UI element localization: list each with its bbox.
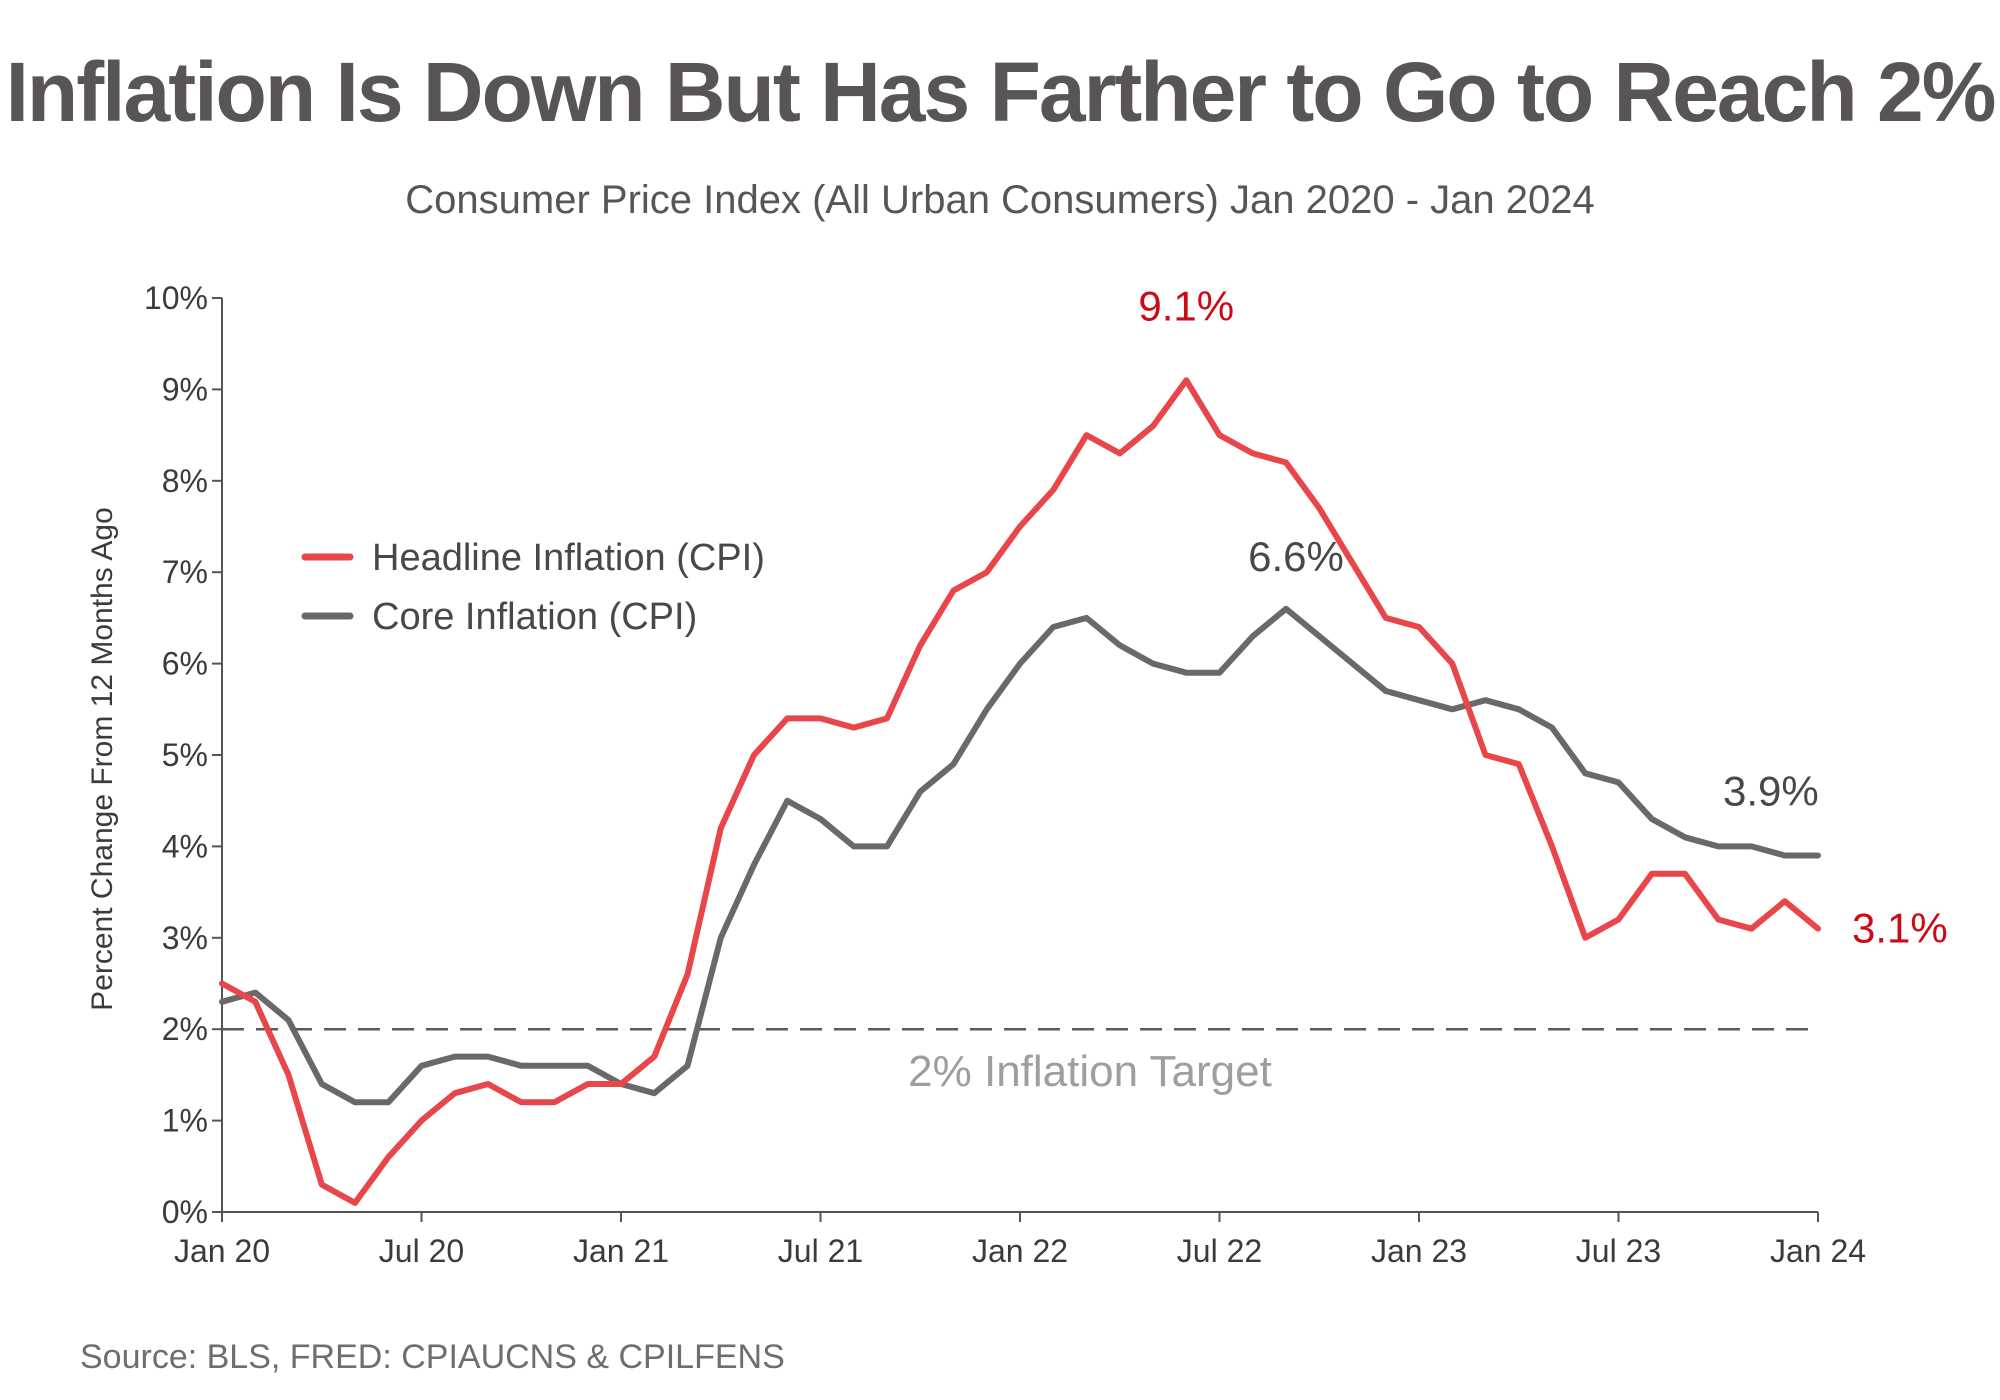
x-tick-label: Jan 23	[1371, 1233, 1467, 1269]
series-lines	[219, 377, 1821, 1206]
inflation-target-group: 2% Inflation Target	[222, 1027, 1818, 1096]
x-tick-label: Jul 23	[1576, 1233, 1661, 1269]
chart-subtitle: Consumer Price Index (All Urban Consumer…	[405, 178, 1595, 222]
y-tick-label: 7%	[162, 554, 208, 590]
x-tick-label: Jul 21	[778, 1233, 863, 1269]
y-tick-label: 6%	[162, 646, 208, 682]
y-tick-label: 0%	[162, 1194, 208, 1230]
x-tick-label: Jan 22	[972, 1233, 1068, 1269]
value-annotations: 9.1% 6.6% 3.9% 3.1%	[1138, 282, 1947, 951]
headline-peak-label: 9.1%	[1138, 282, 1234, 329]
inflation-target-label: 2% Inflation Target	[908, 1047, 1272, 1096]
y-tick-label: 4%	[162, 828, 208, 864]
core-latest-label: 3.9%	[1723, 768, 1819, 815]
chart-title: Inflation Is Down But Has Farther to Go …	[5, 45, 1997, 139]
x-tick-label: Jul 20	[379, 1233, 464, 1269]
y-tick-label: 9%	[162, 371, 208, 407]
x-tick-label: Jan 20	[174, 1233, 270, 1269]
y-axis-title: Percent Change From 12 Months Ago	[86, 507, 119, 1011]
headline-latest-label: 3.1%	[1852, 905, 1948, 952]
source-note: Source: BLS, FRED: CPIAUCNS & CPILFENS	[80, 1338, 785, 1376]
y-tick-label: 2%	[162, 1011, 208, 1047]
legend: Headline Inflation (CPI) Core Inflation (…	[301, 537, 765, 638]
core-peak-label: 6.6%	[1248, 533, 1344, 580]
headline-inflation-line	[219, 377, 1821, 1206]
chart-axes: 0% 1% 2% 3% 4% 5% 6% 7% 8% 9% 10% Jan 20 Jul 20 Jan 2…	[86, 280, 1866, 1269]
y-tick-label: 5%	[162, 737, 208, 773]
core-inflation-line	[219, 605, 1821, 1106]
y-tick-label: 10%	[144, 280, 208, 316]
y-tick-label: 3%	[162, 920, 208, 956]
legend-label-headline: Headline Inflation (CPI)	[372, 537, 765, 579]
legend-label-core: Core Inflation (CPI)	[372, 596, 697, 638]
y-tick-label: 1%	[162, 1103, 208, 1139]
x-tick-label: Jan 24	[1770, 1233, 1866, 1269]
x-tick-label: Jan 21	[573, 1233, 669, 1269]
y-tick-label: 8%	[162, 463, 208, 499]
x-tick-label: Jul 22	[1177, 1233, 1262, 1269]
